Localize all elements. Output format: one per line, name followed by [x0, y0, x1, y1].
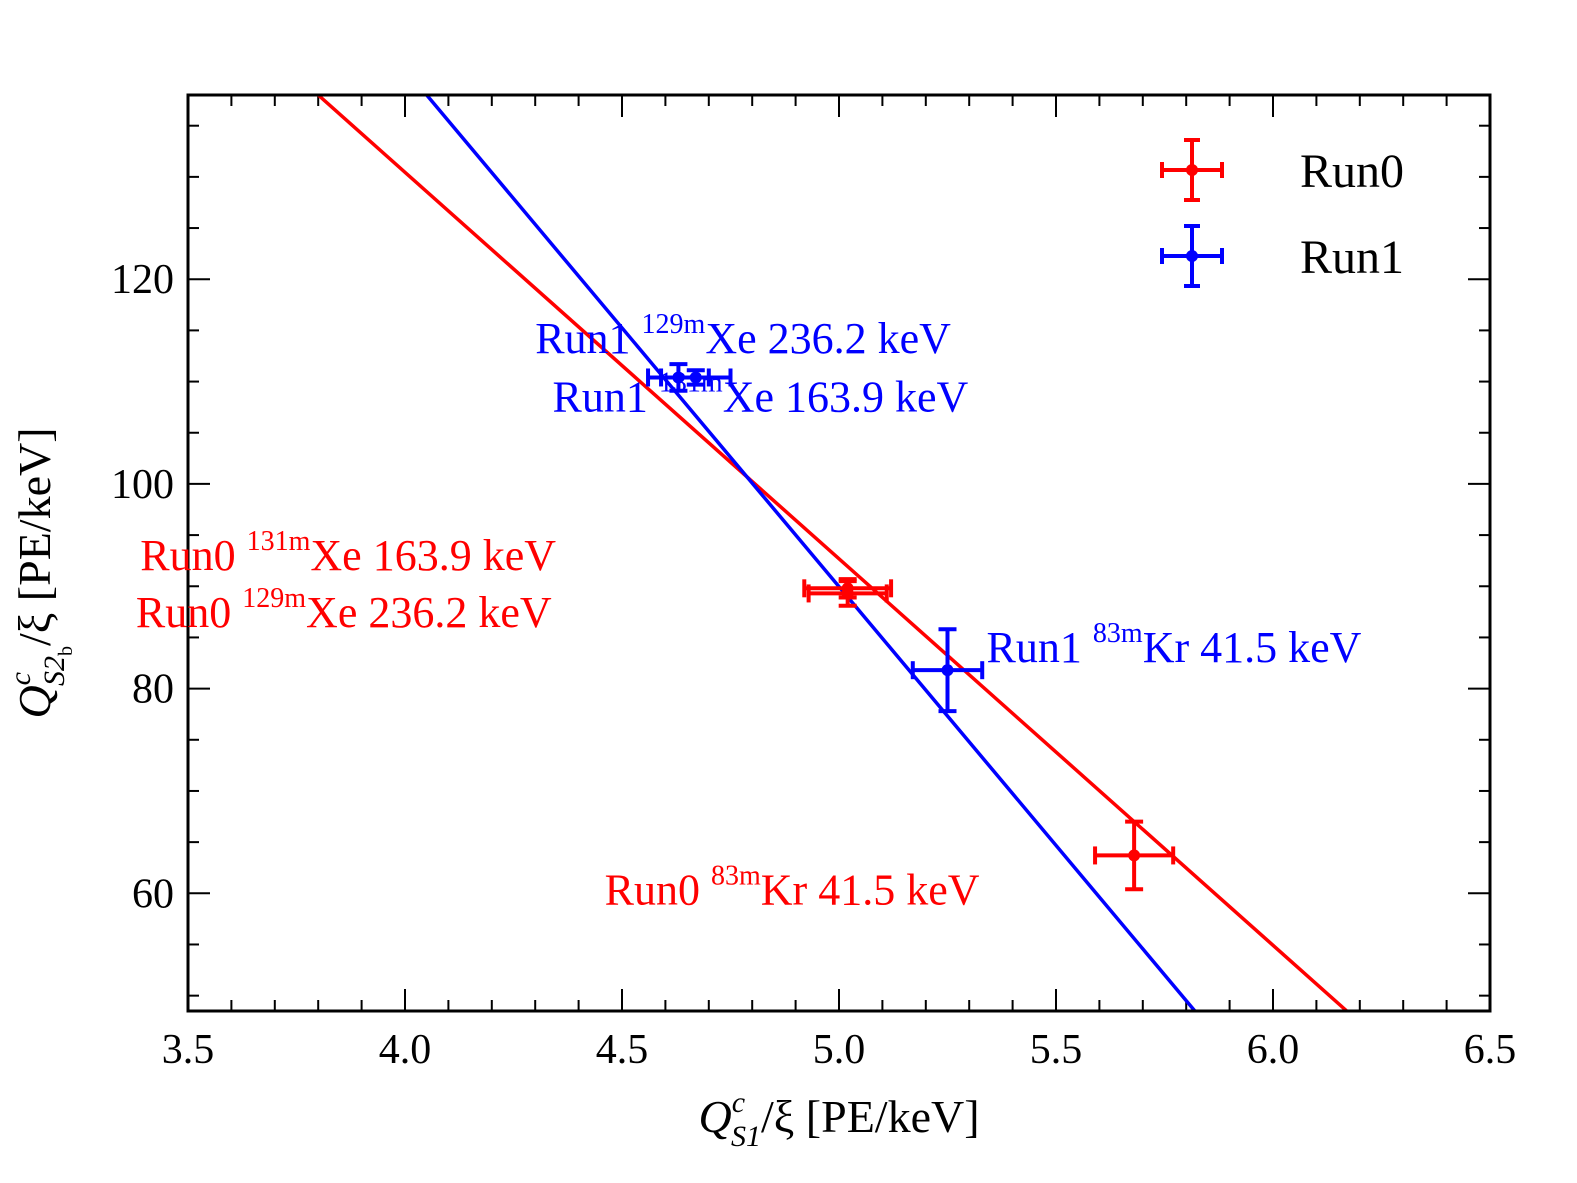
- annotation-label: Run0 131mXe 163.9 keV: [140, 526, 556, 580]
- data-point-run0: [1093, 819, 1176, 892]
- y-tick-label: 100: [111, 462, 174, 508]
- annotation-label: Run1 131mXe 163.9 keV: [553, 367, 969, 421]
- x-tick-label: 6.5: [1464, 1027, 1517, 1073]
- data-point-run1: [910, 627, 985, 714]
- annotation-label: Run1 83mKr 41.5 keV: [987, 618, 1362, 672]
- y-tick-label: 80: [132, 667, 174, 713]
- legend-marker: [1186, 164, 1198, 176]
- fit-line-run0: [317, 95, 1348, 1011]
- data-points: [646, 362, 1176, 892]
- tick-labels: 3.5 4.0 4.5 5.0 5.5 6.0 6.5 60 80 100 120: [111, 257, 1516, 1073]
- y-tick-label: 60: [132, 871, 174, 917]
- annotation-label: Run0 83mKr 41.5 keV: [605, 861, 980, 915]
- annotation-label: Run1 129mXe 236.2 keV: [535, 309, 951, 363]
- y-tick-label: 120: [111, 257, 174, 303]
- plot-frame: [186, 93, 1492, 1013]
- x-tick-label: 5.0: [813, 1027, 866, 1073]
- x-tick-label: 6.0: [1247, 1027, 1300, 1073]
- x-axis-title: Qc S1/ξ [PE/keV]: [698, 1086, 979, 1153]
- annotation-label: Run0 129mXe 236.2 keV: [136, 583, 552, 637]
- x-tick-label: 3.5: [162, 1027, 215, 1073]
- legend-marker: [1186, 250, 1198, 262]
- legend-entry-run0: Run0: [1160, 138, 1404, 202]
- marker: [1128, 849, 1141, 862]
- fit-line-run1: [425, 95, 1197, 1011]
- y-axis-title: QcS2b/ξ [PE/keV]: [4, 427, 77, 718]
- x-tick-label: 5.5: [1030, 1027, 1083, 1073]
- legend-entry-run1: Run1: [1160, 224, 1404, 288]
- legend: Run0 Run1: [1160, 138, 1404, 288]
- x-tick-label: 4.5: [596, 1027, 649, 1073]
- legend-label: Run1: [1300, 231, 1404, 284]
- data-point-run1: [659, 368, 733, 387]
- data-point-run0: [806, 579, 889, 608]
- marker: [841, 587, 854, 600]
- marker: [941, 664, 954, 677]
- fit-lines: [317, 95, 1348, 1011]
- x-tick-label: 4.0: [379, 1027, 432, 1073]
- marker: [689, 371, 702, 384]
- legend-label: Run0: [1300, 145, 1404, 198]
